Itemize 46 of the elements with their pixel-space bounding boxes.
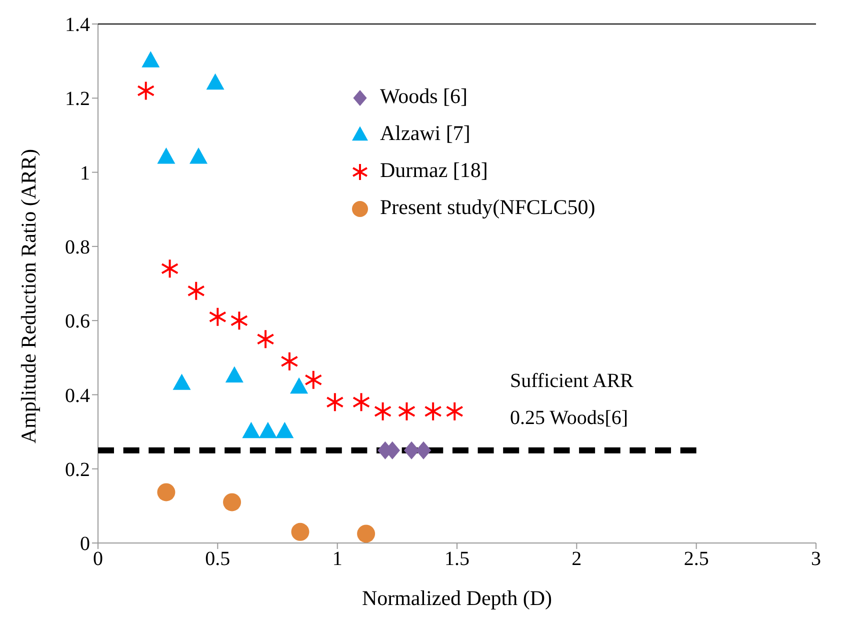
y-tick-label: 1 — [80, 162, 90, 184]
point — [352, 392, 370, 412]
y-tick-label: 0.8 — [65, 236, 90, 259]
point — [404, 441, 420, 460]
point — [206, 73, 224, 90]
y-tick-label: 0 — [80, 533, 90, 556]
legend-label: Durmaz [18] — [380, 157, 488, 184]
y-tick-label: 1.2 — [65, 88, 90, 110]
x-tick-label: 2 — [572, 548, 582, 570]
point — [357, 524, 376, 543]
point — [424, 401, 442, 422]
x-tick-label: 0.5 — [205, 548, 230, 570]
point — [142, 51, 160, 68]
point — [190, 148, 208, 164]
x-tick-label: 3 — [811, 548, 821, 570]
point — [280, 351, 298, 372]
x-axis-title: Normalized Depth (D) — [362, 586, 552, 610]
x-tick-label: 1 — [332, 548, 342, 570]
y-tick-label: 0.4 — [65, 384, 90, 407]
point — [326, 392, 344, 412]
annotation: Sufficient ARR — [510, 369, 634, 394]
point — [446, 401, 464, 422]
point — [223, 493, 242, 512]
point — [137, 80, 155, 101]
point — [416, 441, 432, 460]
y-axis-title: Amplitude Reduction Ratio (ARR) — [16, 148, 40, 444]
point — [208, 306, 226, 327]
point — [374, 401, 392, 422]
annotation: 0.25 Woods[6] — [510, 406, 630, 431]
point — [157, 148, 176, 164]
point — [398, 401, 416, 422]
point — [304, 370, 322, 390]
y-tick-label: 0.2 — [65, 458, 90, 481]
point — [256, 329, 274, 350]
y-tick-label: 0.6 — [65, 310, 90, 333]
point — [160, 258, 179, 279]
legend-label: Woods [6] — [380, 83, 468, 110]
point — [230, 310, 248, 331]
y-tick-label: 1.4 — [65, 14, 90, 36]
point — [291, 522, 310, 541]
point — [157, 483, 176, 502]
x-tick-label: 1.5 — [444, 548, 470, 570]
legend-label: Alzawi [7] — [380, 120, 470, 147]
legend-label: Present study(NFCLC50) — [380, 194, 596, 221]
point — [187, 280, 205, 301]
x-tick-label: 2.5 — [684, 548, 709, 570]
